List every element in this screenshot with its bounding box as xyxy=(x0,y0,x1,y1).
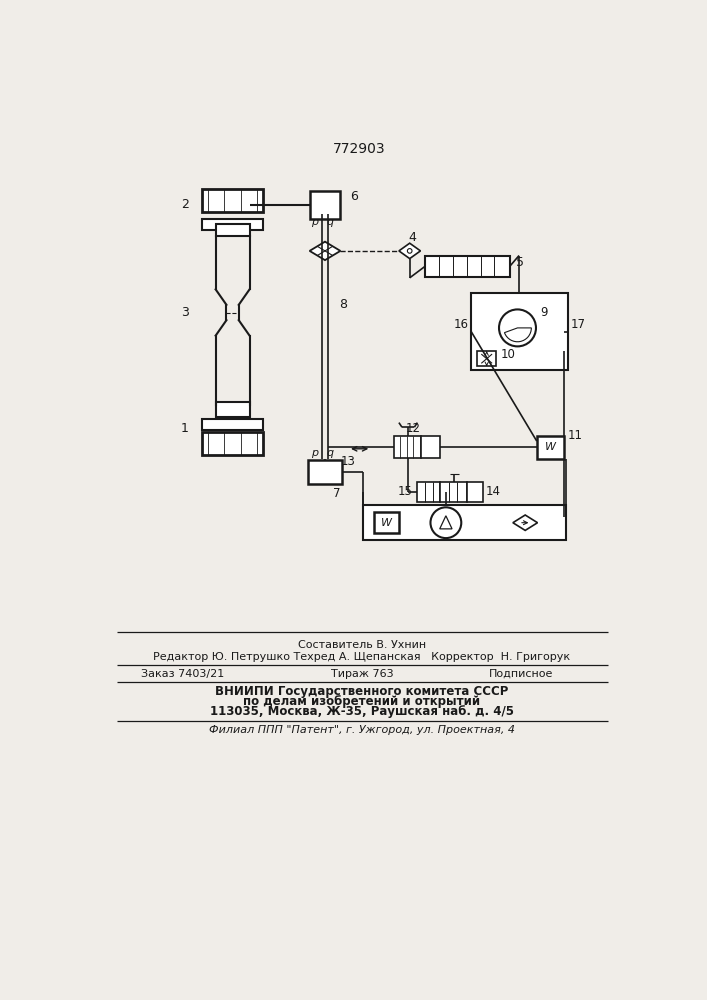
Bar xyxy=(201,219,264,230)
Text: 1: 1 xyxy=(181,422,189,434)
Text: ВНИИПИ Государственного комитета СССР: ВНИИПИ Государственного комитета СССР xyxy=(215,685,508,698)
Bar xyxy=(308,460,342,484)
Text: 113035, Москва, Ж-35, Раушская наб. д. 4/5: 113035, Москва, Ж-35, Раушская наб. д. 4… xyxy=(210,705,514,718)
Polygon shape xyxy=(513,515,537,530)
Polygon shape xyxy=(440,516,452,529)
Text: Тираж 763: Тираж 763 xyxy=(331,669,393,679)
Text: 5: 5 xyxy=(516,256,524,269)
Bar xyxy=(310,191,340,219)
Text: p: p xyxy=(310,448,317,458)
Text: 15: 15 xyxy=(398,485,413,498)
Bar xyxy=(537,436,564,459)
Text: p: p xyxy=(310,217,317,227)
Text: 3: 3 xyxy=(181,306,189,319)
Bar xyxy=(216,402,250,417)
Text: 13: 13 xyxy=(341,455,356,468)
Bar xyxy=(201,432,264,455)
Bar xyxy=(395,436,421,458)
Bar xyxy=(440,482,467,502)
Bar xyxy=(467,482,483,502)
Text: 10: 10 xyxy=(501,348,515,361)
Polygon shape xyxy=(310,242,340,260)
Text: q: q xyxy=(326,448,333,458)
Bar xyxy=(216,224,250,236)
Text: 17: 17 xyxy=(571,318,585,331)
Text: по делам изобретений и открытий: по делам изобретений и открытий xyxy=(243,695,481,708)
Text: 11: 11 xyxy=(568,429,583,442)
Text: Составитель В. Ухнин: Составитель В. Ухнин xyxy=(298,640,426,650)
Bar xyxy=(201,419,264,430)
Text: 14: 14 xyxy=(486,485,501,498)
Text: q: q xyxy=(326,217,333,227)
Text: W: W xyxy=(381,518,392,528)
Bar xyxy=(425,256,510,277)
Text: 2: 2 xyxy=(181,198,189,211)
Text: 6: 6 xyxy=(350,190,358,204)
Text: 9: 9 xyxy=(541,306,548,319)
Circle shape xyxy=(499,309,536,346)
Bar xyxy=(472,293,568,370)
Bar xyxy=(421,436,440,458)
Text: Редактор Ю. Петрушко Техред А. Щепанская   Корректор  Н. Григорук: Редактор Ю. Петрушко Техред А. Щепанская… xyxy=(153,652,571,662)
Text: Подписное: Подписное xyxy=(489,669,554,679)
Circle shape xyxy=(431,507,461,538)
Bar xyxy=(201,189,264,212)
Text: 4: 4 xyxy=(409,231,416,244)
Bar xyxy=(363,505,566,540)
Text: W: W xyxy=(545,442,556,452)
Text: 772903: 772903 xyxy=(333,142,386,156)
Text: 8: 8 xyxy=(339,298,347,311)
Bar xyxy=(477,351,496,366)
Circle shape xyxy=(407,249,412,253)
Text: 16: 16 xyxy=(453,318,468,331)
Wedge shape xyxy=(505,328,532,342)
Bar xyxy=(374,512,399,533)
Text: Заказ 7403/21: Заказ 7403/21 xyxy=(141,669,224,679)
Bar xyxy=(417,482,440,502)
Text: 7: 7 xyxy=(333,487,340,500)
Text: 12: 12 xyxy=(405,422,420,435)
Text: Филиал ППП "Патент", г. Ужгород, ул. Проектная, 4: Филиал ППП "Патент", г. Ужгород, ул. Про… xyxy=(209,725,515,735)
Polygon shape xyxy=(399,243,421,259)
